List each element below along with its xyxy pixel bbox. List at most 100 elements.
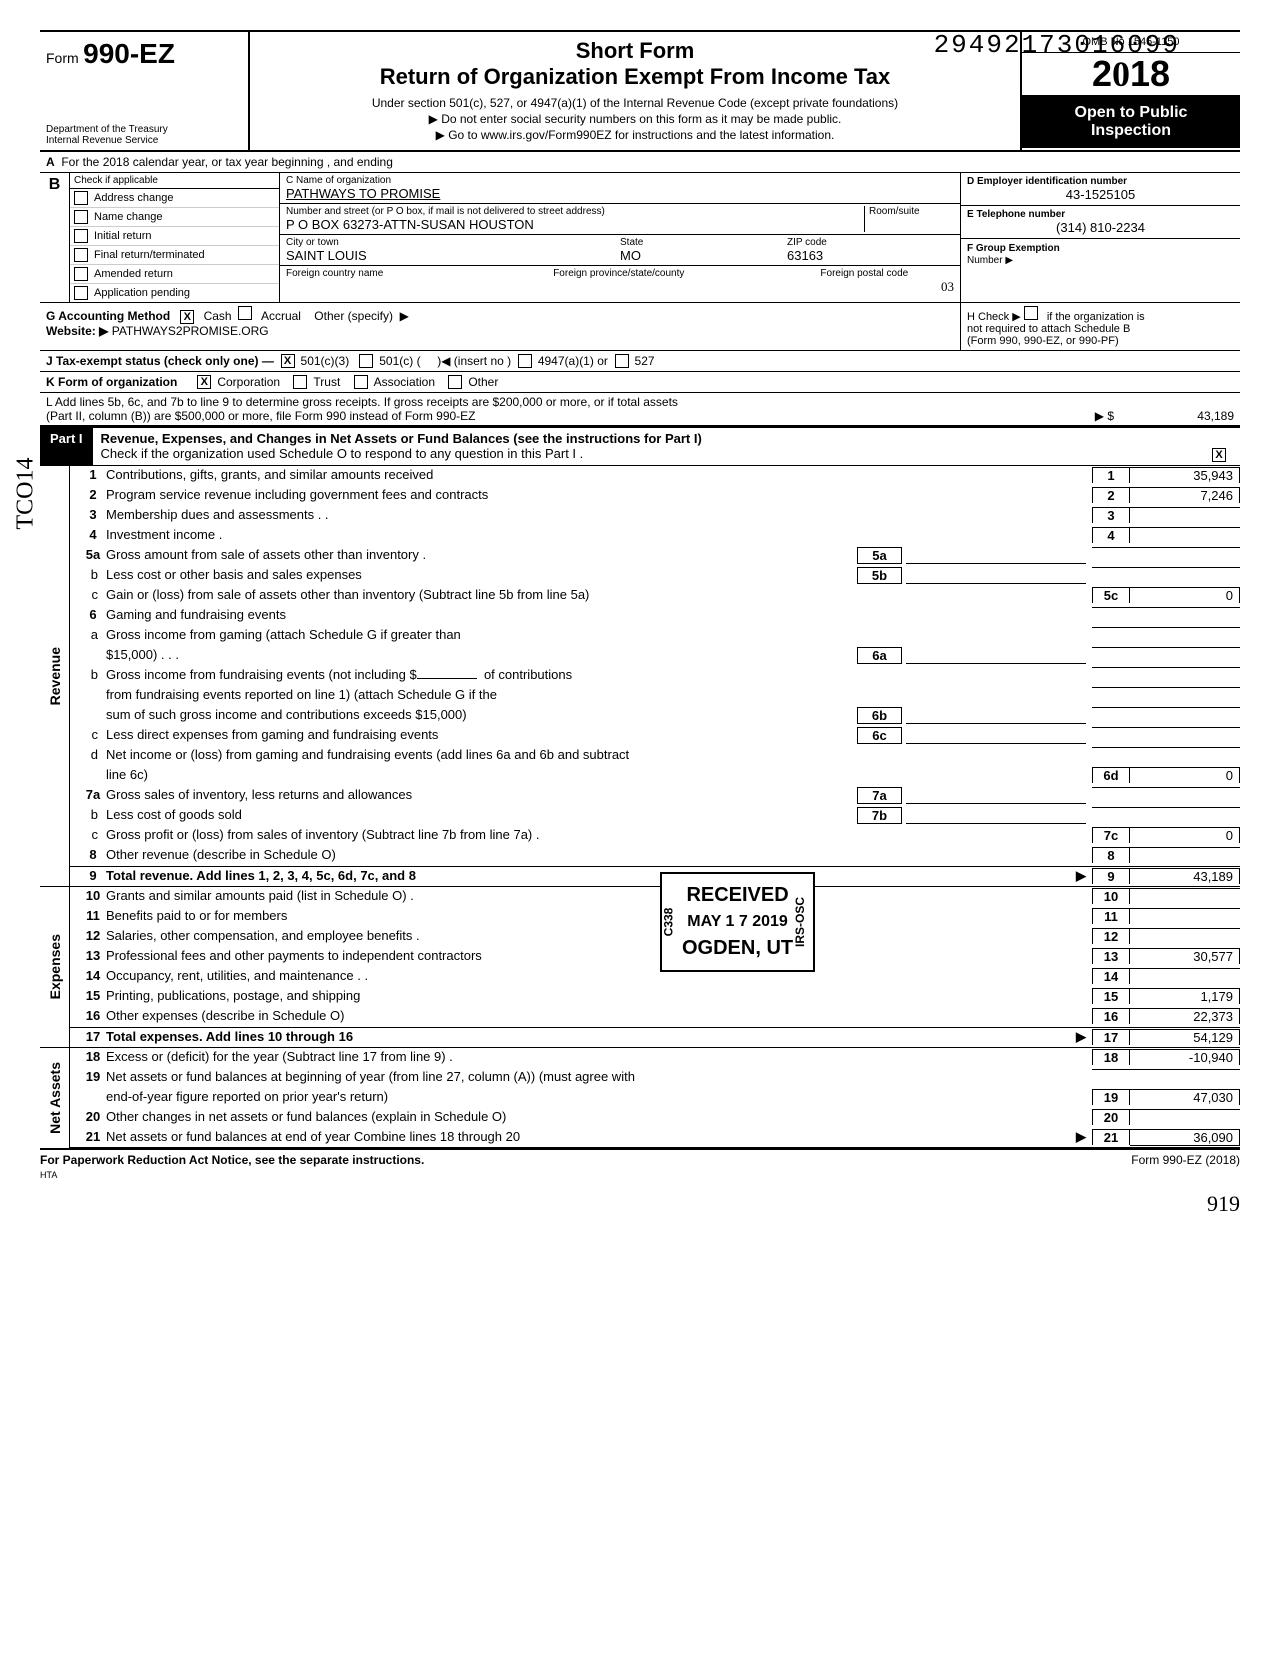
org-name: PATHWAYS TO PROMISE (286, 186, 954, 201)
line-5a: 5aGross amount from sale of assets other… (70, 546, 1240, 566)
line-6c: cLess direct expenses from gaming and fu… (70, 726, 1240, 746)
dept: Department of the Treasury Internal Reve… (46, 124, 168, 146)
org-address: P O BOX 63273-ATTN-SUSAN HOUSTON (286, 217, 864, 232)
line-5b: bLess cost or other basis and sales expe… (70, 566, 1240, 586)
line-l: L Add lines 5b, 6c, and 7b to line 9 to … (40, 393, 1240, 426)
line-20: 20Other changes in net assets or fund ba… (70, 1108, 1240, 1128)
line-h: H Check ▶ if the organization is not req… (960, 303, 1240, 350)
subtitle-1: Under section 501(c), 527, or 4947(a)(1)… (260, 96, 1010, 110)
ck-4947[interactable] (518, 354, 532, 368)
line-8: 8Other revenue (describe in Schedule O)8 (70, 846, 1240, 866)
ck-sched-b[interactable] (1024, 306, 1038, 320)
line-6: 6Gaming and fundraising events (70, 606, 1240, 626)
ck-name-change[interactable]: Name change (70, 208, 279, 227)
section-c: C Name of organization PATHWAYS TO PROMI… (280, 173, 960, 302)
foreign-row: Foreign country name Foreign province/st… (280, 266, 960, 297)
state: MO (620, 248, 787, 263)
line-14: 14Occupancy, rent, utilities, and mainte… (70, 967, 1240, 987)
expenses-section: Expenses 10Grants and similar amounts pa… (40, 886, 1240, 1047)
part-1-header: Part I Revenue, Expenses, and Changes in… (40, 426, 1240, 466)
ck-pending[interactable]: Application pending (70, 284, 279, 302)
header-left: Form 990-EZ Department of the Treasury I… (40, 32, 250, 150)
expenses-label: Expenses (40, 887, 70, 1047)
ck-other-org[interactable] (448, 375, 462, 389)
line-18: 18Excess or (deficit) for the year (Subt… (70, 1048, 1240, 1068)
handwritten-margin: TCO14 (13, 458, 40, 530)
title-main: Return of Organization Exempt From Incom… (260, 64, 1010, 90)
city: SAINT LOUIS (286, 248, 620, 263)
section-b-checkboxes: Check if applicable Address change Name … (70, 173, 280, 302)
ck-initial-return[interactable]: Initial return (70, 227, 279, 246)
ck-corp[interactable]: X (197, 375, 211, 389)
website: PATHWAYS2PROMISE.ORG (112, 324, 269, 338)
netassets-label: Net Assets (40, 1048, 70, 1148)
expenses-lines: 10Grants and similar amounts paid (list … (70, 887, 1240, 1047)
page-footer: For Paperwork Reduction Act Notice, see … (40, 1148, 1240, 1181)
line-g-h: G Accounting Method X Cash Accrual Other… (40, 303, 1240, 351)
gross-receipts: 43,189 (1114, 409, 1234, 423)
line-19: 19Net assets or fund balances at beginni… (70, 1068, 1240, 1088)
line-5c: cGain or (loss) from sale of assets othe… (70, 586, 1240, 606)
line-6b: bGross income from fundraising events (n… (70, 666, 1240, 686)
line-6b-2: from fundraising events reported on line… (70, 686, 1240, 706)
ck-schedule-o[interactable]: X (1212, 448, 1226, 462)
line-4: 4Investment income .4 (70, 526, 1240, 546)
ck-527[interactable] (615, 354, 629, 368)
section-d: D Employer identification number 43-1525… (961, 173, 1240, 206)
netassets-section: Net Assets 18Excess or (deficit) for the… (40, 1047, 1240, 1148)
part-1-label: Part I (40, 428, 93, 465)
line-7a: 7aGross sales of inventory, less returns… (70, 786, 1240, 806)
line-15: 15Printing, publications, postage, and s… (70, 987, 1240, 1007)
line-6d: dNet income or (loss) from gaming and fu… (70, 746, 1240, 766)
ck-501c[interactable] (359, 354, 373, 368)
ck-assoc[interactable] (354, 375, 368, 389)
line-19-2: end-of-year figure reported on prior yea… (70, 1088, 1240, 1108)
line-k: K Form of organization X Corporation Tru… (40, 372, 1240, 393)
form-number: 990-EZ (83, 38, 175, 69)
form-page: 29492173016099 TCO14 Form 990-EZ Departm… (0, 0, 1280, 1247)
line-10: 10Grants and similar amounts paid (list … (70, 887, 1240, 907)
ck-accrual[interactable] (238, 306, 252, 320)
line-6d-2: line 6c)6d0 (70, 766, 1240, 786)
dln: 29492173016099 (934, 30, 1180, 60)
section-f: F Group Exemption Number ▶ (961, 239, 1240, 269)
line-6b-3: sum of such gross income and contributio… (70, 706, 1240, 726)
b-header: Check if applicable (70, 173, 279, 189)
line-7b: bLess cost of goods sold7b (70, 806, 1240, 826)
ck-cash[interactable]: X (180, 310, 194, 324)
handwritten-page: 919 (40, 1191, 1240, 1217)
ck-address-change[interactable]: Address change (70, 189, 279, 208)
ck-final-return[interactable]: Final return/terminated (70, 246, 279, 265)
revenue-lines: 1Contributions, gifts, grants, and simil… (70, 466, 1240, 886)
zip: 63163 (787, 248, 954, 263)
subtitle-2: ▶ Do not enter social security numbers o… (260, 112, 1010, 126)
line-3: 3Membership dues and assessments . .3 (70, 506, 1240, 526)
received-stamp: C338 RECEIVED MAY 1 7 2019 OGDEN, UT IRS… (660, 872, 815, 972)
ck-amended[interactable]: Amended return (70, 265, 279, 284)
line-2: 2Program service revenue including gover… (70, 486, 1240, 506)
ck-trust[interactable] (293, 375, 307, 389)
revenue-section: Revenue 1Contributions, gifts, grants, a… (40, 466, 1240, 886)
ein: 43-1525105 (967, 187, 1234, 202)
line-j: J Tax-exempt status (check only one) — X… (40, 351, 1240, 372)
address-field: Number and street (or P O box, if mail i… (280, 204, 960, 235)
footer-left: For Paperwork Reduction Act Notice, see … (40, 1153, 424, 1181)
line-16: 16Other expenses (describe in Schedule O… (70, 1007, 1240, 1027)
form-prefix: Form (46, 50, 79, 66)
netassets-lines: 18Excess or (deficit) for the year (Subt… (70, 1048, 1240, 1148)
line-g: G Accounting Method X Cash Accrual Other… (40, 303, 960, 350)
open-public: Open to Public Inspection (1022, 96, 1240, 148)
header-center: Short Form Return of Organization Exempt… (250, 32, 1020, 150)
line-13: 13Professional fees and other payments t… (70, 947, 1240, 967)
label-b: B (40, 173, 70, 302)
revenue-label: Revenue (40, 466, 70, 886)
footer-right: Form 990-EZ (2018) (1131, 1153, 1240, 1181)
org-name-field: C Name of organization PATHWAYS TO PROMI… (280, 173, 960, 204)
line-11: 11Benefits paid to or for members11 (70, 907, 1240, 927)
section-bcdef: B Check if applicable Address change Nam… (40, 173, 1240, 303)
line-21: 21Net assets or fund balances at end of … (70, 1128, 1240, 1148)
line-9: 9Total revenue. Add lines 1, 2, 3, 4, 5c… (70, 866, 1240, 886)
ck-501c3[interactable]: X (281, 354, 295, 368)
subtitle-3: ▶ Go to www.irs.gov/Form990EZ for instru… (260, 128, 1010, 142)
section-e: E Telephone number (314) 810-2234 (961, 206, 1240, 239)
